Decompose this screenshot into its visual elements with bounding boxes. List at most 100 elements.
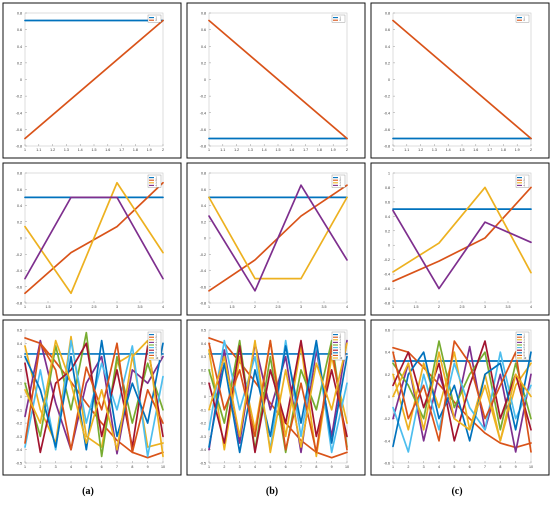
x-tick-label: 1: [392, 148, 394, 152]
x-tick-label: 5: [453, 465, 455, 469]
x-tick-label: 2: [223, 465, 225, 469]
legend-label-1: 1: [524, 17, 526, 20]
x-tick-label: 2: [346, 148, 348, 152]
legend-label-4: 4: [340, 341, 342, 344]
y-tick-label: -0.8: [200, 302, 206, 306]
series-line-9: [208, 339, 348, 454]
series-line-2: [24, 337, 164, 459]
panel-c-mid: 10.80.60.40.20-0.2-0.4-0.6-0.81 1.5 2 2.5 3 3…: [370, 162, 550, 316]
x-tick-label: 1.3: [248, 148, 253, 152]
x-tick-label: 1.4: [78, 148, 83, 152]
x-tick-label: 2: [70, 305, 72, 309]
series-line-4: [24, 339, 164, 455]
y-tick-label: -0.8: [384, 302, 390, 306]
x-tick-label: 8: [131, 465, 133, 469]
legend-box: [515, 14, 530, 23]
y-tick-label: -0.1: [16, 408, 22, 412]
caption-a: (a): [82, 486, 94, 497]
y-tick-label: -0.2: [16, 95, 22, 99]
panel-a-bot: 0.50.40.30.20.10-0.1-0.2-0.3-0.4-0.51 2 3 4…: [2, 319, 182, 476]
y-tick-label: 0.6: [385, 200, 390, 204]
series-line-2: [392, 186, 532, 283]
legend-label-8: 8: [156, 352, 158, 355]
y-tick-label: -0.2: [200, 253, 206, 257]
x-tick-label: 2: [438, 305, 440, 309]
x-tick-label: 1.7: [487, 148, 492, 152]
x-tick-label: 3: [300, 305, 302, 309]
x-tick-label: 1.8: [133, 148, 138, 152]
y-tick-label: -0.3: [16, 435, 22, 439]
legend-label-6: 6: [524, 347, 526, 350]
x-tick-label: 4: [254, 465, 256, 469]
y-tick-label: -0.4: [16, 269, 22, 273]
x-tick-label: 6: [469, 465, 471, 469]
legend-label-4: 4: [156, 184, 158, 187]
legend-box: [331, 14, 346, 23]
y-tick-label: -0.6: [384, 462, 390, 466]
x-tick-label: 1.5: [230, 305, 235, 309]
x-tick-label: 1.6: [473, 148, 478, 152]
y-tick-label: 0.2: [385, 229, 390, 233]
panel-frame: [370, 2, 550, 159]
x-tick-label: 1.2: [418, 148, 423, 152]
legend-label-6: 6: [156, 347, 158, 350]
panel-a-top: 0.80.60.40.20-0.2-0.4-0.6-0.81 1.1 1.2 1.3 1…: [2, 2, 182, 159]
y-tick-label: 0: [388, 395, 390, 399]
series-line-10: [208, 339, 348, 454]
x-tick-label: 1.3: [432, 148, 437, 152]
y-tick-label: 0.4: [201, 45, 206, 49]
x-tick-label: 3: [55, 465, 57, 469]
y-tick-label: 0.4: [385, 351, 390, 355]
series-line-2: [24, 19, 164, 140]
x-tick-label: 1.1: [404, 148, 409, 152]
legend-label-9: 9: [156, 354, 158, 357]
y-tick-label: -0.5: [16, 462, 22, 466]
y-tick-label: 0.1: [17, 382, 22, 386]
legend-label-5: 5: [524, 344, 526, 347]
y-tick-label: -0.6: [384, 287, 390, 291]
legend-label-1: 1: [156, 334, 158, 337]
x-tick-label: 7: [484, 465, 486, 469]
y-tick-label: -0.6: [384, 128, 390, 132]
y-tick-label: 0.4: [17, 45, 22, 49]
x-tick-label: 1: [208, 465, 210, 469]
legend-label-3: 3: [340, 339, 342, 342]
y-tick-label: 0.2: [201, 368, 206, 372]
legend-label-4: 4: [340, 184, 342, 187]
x-tick-label: 6: [285, 465, 287, 469]
series-line-3: [24, 181, 164, 295]
y-tick-label: -0.3: [200, 435, 206, 439]
y-tick-label: 0.8: [385, 12, 390, 16]
x-tick-label: 1.6: [289, 148, 294, 152]
x-tick-label: 10: [529, 465, 533, 469]
legend-label-3: 3: [340, 182, 342, 185]
x-tick-label: 1.5: [460, 148, 465, 152]
legend-label-5: 5: [156, 344, 158, 347]
legend-label-7: 7: [524, 349, 526, 352]
x-tick-label: 1.5: [46, 305, 51, 309]
y-tick-label: 0.4: [385, 215, 390, 219]
legend-label-1: 1: [156, 17, 158, 20]
y-tick-label: 0.2: [17, 220, 22, 224]
y-tick-label: 0.8: [201, 12, 206, 16]
legend-label-2: 2: [524, 336, 526, 339]
y-tick-label: -0.4: [200, 111, 206, 115]
y-tick-label: 0.5: [201, 329, 206, 333]
legend-label-1: 1: [156, 177, 158, 180]
y-tick-label: 0: [204, 395, 206, 399]
x-tick-label: 1.4: [446, 148, 451, 152]
series-line-10: [392, 351, 532, 442]
y-tick-label: -0.2: [200, 95, 206, 99]
y-tick-label: 0: [20, 395, 22, 399]
y-tick-label: 1: [388, 172, 390, 176]
legend-label-8: 8: [340, 352, 342, 355]
y-tick-label: -0.4: [384, 273, 390, 277]
y-tick-label: -0.8: [200, 145, 206, 149]
series-line-4: [392, 209, 532, 290]
y-tick-label: 0: [204, 237, 206, 241]
y-tick-label: -0.6: [16, 285, 22, 289]
y-tick-label: 0.4: [385, 45, 390, 49]
x-tick-label: 7: [116, 465, 118, 469]
